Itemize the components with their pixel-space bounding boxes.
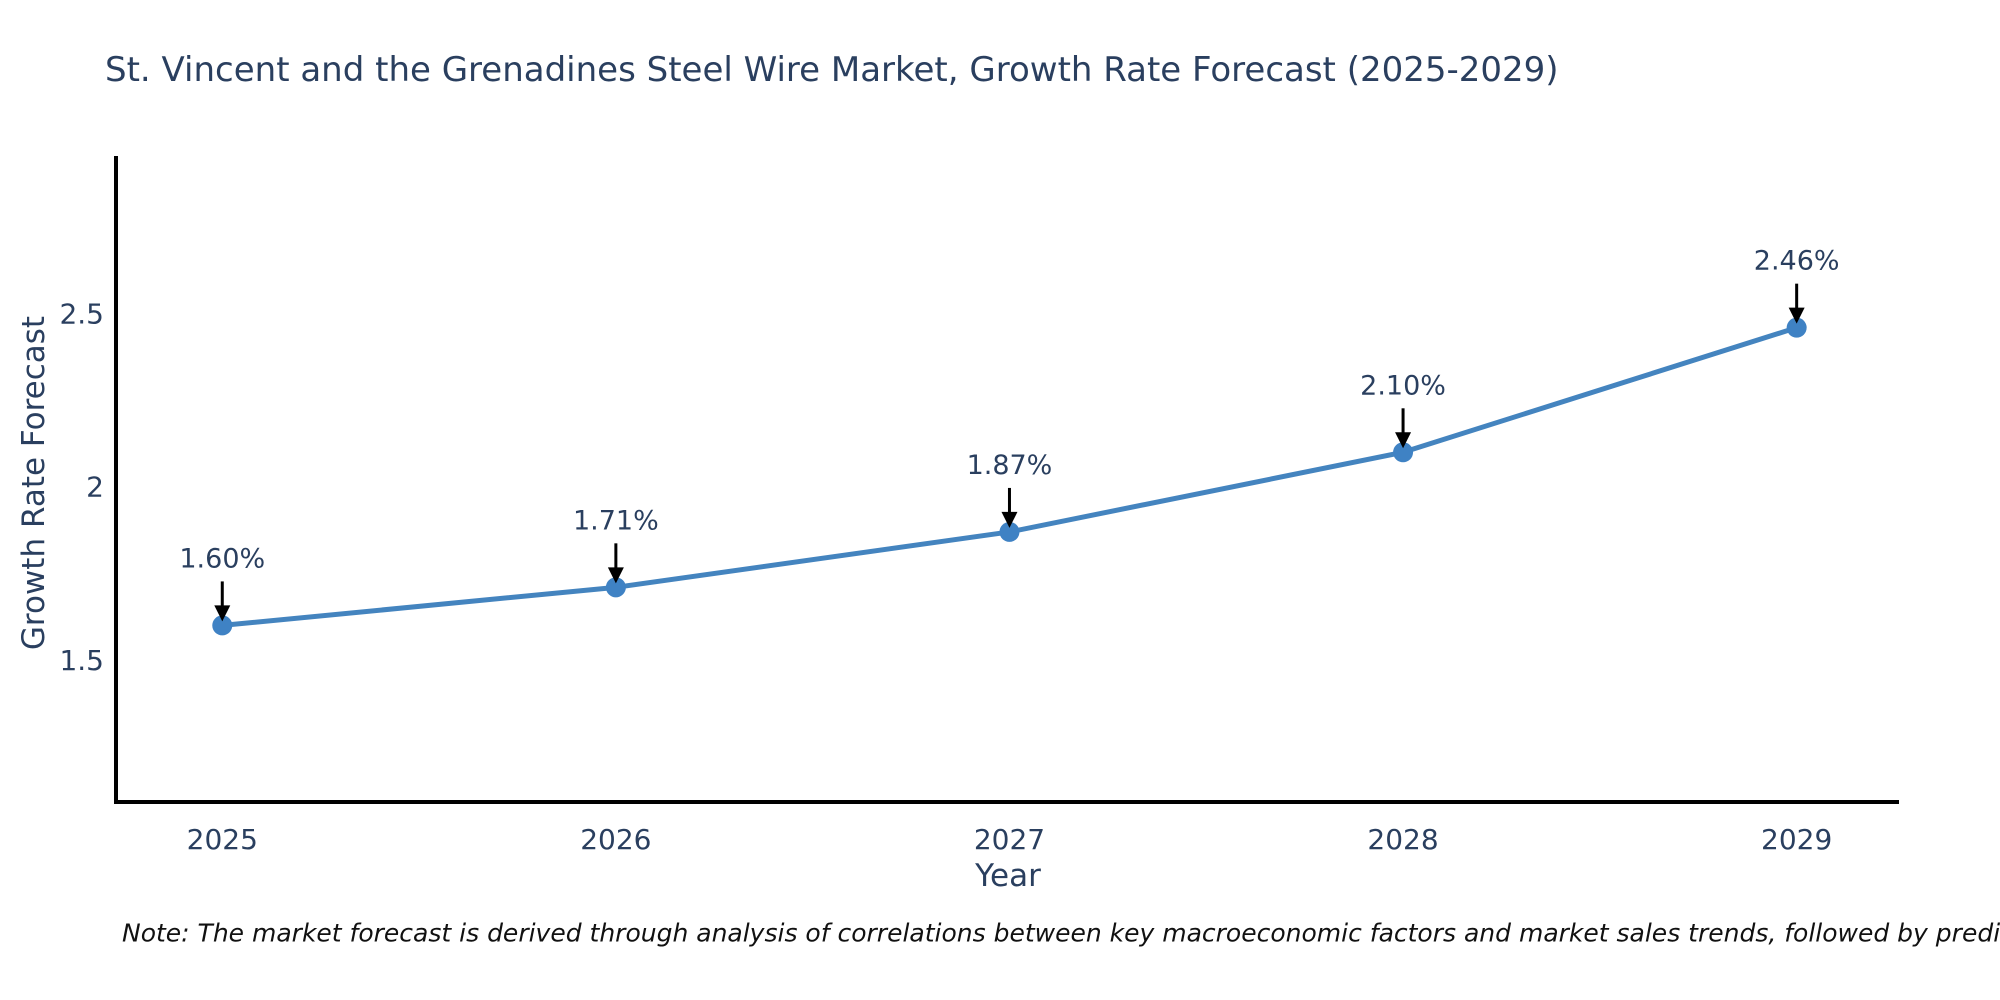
annotation-arrowhead-icon — [1788, 307, 1805, 324]
y-tick-label: 2.5 — [59, 298, 104, 331]
point-annotation-label: 1.87% — [967, 450, 1053, 481]
chart-title: St. Vincent and the Grenadines Steel Wir… — [105, 50, 1559, 90]
x-tick-label: 2027 — [974, 823, 1045, 856]
y-tick-label: 1.5 — [59, 644, 104, 677]
footnote: Note: The market forecast is derived thr… — [122, 918, 2000, 948]
annotation-arrowhead-icon — [607, 567, 624, 584]
point-annotation-label: 1.60% — [179, 543, 265, 574]
x-tick-label: 2026 — [580, 823, 651, 856]
data-point — [212, 615, 233, 636]
x-tick-label: 2028 — [1367, 823, 1438, 856]
x-axis-title: Year — [975, 858, 1041, 894]
point-annotation-label: 1.71% — [573, 505, 659, 536]
y-tick-label: 2 — [86, 471, 104, 504]
point-annotation-label: 2.10% — [1360, 370, 1446, 401]
annotation-arrowhead-icon — [1001, 511, 1018, 528]
data-point — [1786, 317, 1807, 338]
data-point — [999, 521, 1020, 542]
data-point — [605, 577, 626, 598]
point-annotation-label: 2.46% — [1754, 246, 1840, 277]
data-point — [1393, 442, 1414, 463]
annotation-arrowhead-icon — [214, 605, 231, 622]
annotation-arrowhead-icon — [1395, 432, 1412, 449]
x-tick-label: 2029 — [1761, 823, 1832, 856]
x-tick-label: 2025 — [187, 823, 258, 856]
